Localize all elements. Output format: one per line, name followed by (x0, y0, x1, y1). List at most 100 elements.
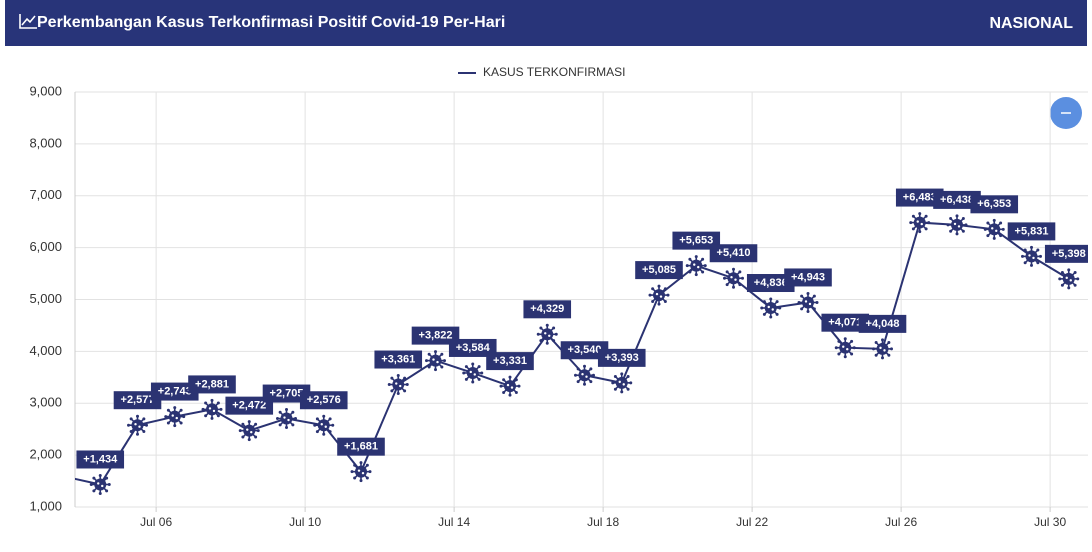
marker-body (504, 380, 516, 393)
marker-tip (166, 408, 170, 412)
marker-tip (210, 398, 214, 402)
marker-tip (545, 323, 549, 327)
marker-dot (436, 360, 439, 364)
marker-tip (732, 285, 735, 289)
marker-tip (359, 461, 363, 465)
marker-tip (651, 287, 655, 291)
marker-tip (843, 355, 847, 359)
marker-tip (812, 307, 816, 311)
marker-tip (1021, 254, 1024, 258)
marker-tip (1067, 286, 1071, 290)
marker-tip (843, 337, 847, 341)
marker-tip (918, 230, 922, 234)
marker-dot (548, 334, 551, 338)
marker-tip (924, 214, 928, 218)
marker-tip (552, 339, 556, 343)
virus-marker (611, 372, 633, 394)
marker-tip (173, 406, 177, 410)
header-bar (5, 0, 1087, 46)
value-label: +4,836 (754, 277, 788, 289)
marker-body (280, 412, 293, 425)
value-label-box (970, 195, 1019, 214)
marker-tip (881, 356, 884, 360)
value-label: +5,831 (1015, 225, 1049, 237)
marker-tip (800, 294, 804, 298)
marker-tip (499, 384, 503, 388)
marker-tip (166, 421, 170, 425)
marker-tip (145, 423, 148, 427)
marker-tip (328, 430, 332, 434)
value-label: +2,743 (158, 385, 192, 397)
value-label: +4,071 (828, 317, 862, 329)
marker-tip (1073, 270, 1077, 274)
marker-tip (576, 380, 580, 384)
marker-tip (775, 300, 779, 304)
virus-marker (760, 297, 782, 319)
marker-body (392, 378, 405, 391)
marker-tip (760, 306, 764, 310)
marker-body (168, 410, 181, 423)
header-title: Perkembangan Kasus Terkonfirmasi Positif… (37, 14, 505, 31)
marker-tip (55, 481, 58, 484)
marker-tip (874, 341, 878, 345)
marker-dot (473, 373, 476, 376)
marker-tip (365, 476, 369, 480)
value-label: +5,085 (642, 264, 676, 276)
marker-dot (469, 370, 472, 374)
collapse-button[interactable] (1050, 97, 1082, 129)
marker-tip (775, 312, 779, 316)
marker-tip (694, 255, 698, 259)
value-label-box (299, 391, 348, 410)
marker-tip (502, 390, 506, 394)
value-label-box (448, 338, 497, 357)
value-label: +4,943 (791, 271, 825, 283)
marker-tip (583, 364, 586, 368)
marker-tip (837, 352, 841, 356)
marker-dot (361, 471, 365, 475)
marker-tip (285, 426, 288, 430)
marker-tip (999, 221, 1003, 225)
marker-body (653, 289, 665, 302)
value-label: +5,653 (679, 235, 713, 247)
marker-tip (464, 365, 468, 369)
marker-tip (1076, 277, 1080, 281)
marker-tip (872, 347, 875, 351)
marker-dot (916, 220, 919, 223)
marker-tip (396, 374, 400, 378)
marker-body (57, 470, 69, 482)
marker-body (355, 465, 367, 478)
marker-tip (98, 491, 102, 495)
marker-dot (324, 425, 327, 428)
marker-tip (241, 435, 245, 439)
marker-tip (852, 346, 856, 350)
marker-dot (171, 414, 174, 417)
marker-tip (927, 221, 931, 225)
value-label-box (709, 244, 758, 263)
marker-tip (71, 475, 74, 478)
marker-tip (480, 371, 484, 375)
y-tick-label: 6,000 (29, 239, 62, 254)
marker-spike (57, 476, 63, 482)
marker-body (727, 272, 740, 285)
marker-tip (179, 408, 183, 412)
marker-tip (837, 339, 841, 343)
marker-tip (1030, 263, 1033, 267)
marker-tip (427, 365, 431, 369)
marker-tip (986, 234, 990, 238)
value-label: +6,353 (977, 198, 1011, 210)
marker-tip (322, 414, 326, 418)
marker-tip (464, 377, 468, 381)
marker-tip (999, 234, 1003, 238)
header-scope: NASIONAL (989, 15, 1073, 32)
marker-dot (618, 380, 621, 384)
marker-tip (964, 223, 968, 227)
marker-dot (1069, 279, 1072, 282)
value-label-box (337, 437, 385, 456)
marker-tip (508, 375, 512, 379)
marker-tip (173, 424, 177, 428)
marker-tip (909, 221, 913, 225)
marker-tip (589, 380, 593, 384)
x-tick-label: Jul 06 (140, 515, 172, 529)
chart-icon (19, 14, 37, 29)
marker-tip (92, 476, 96, 480)
